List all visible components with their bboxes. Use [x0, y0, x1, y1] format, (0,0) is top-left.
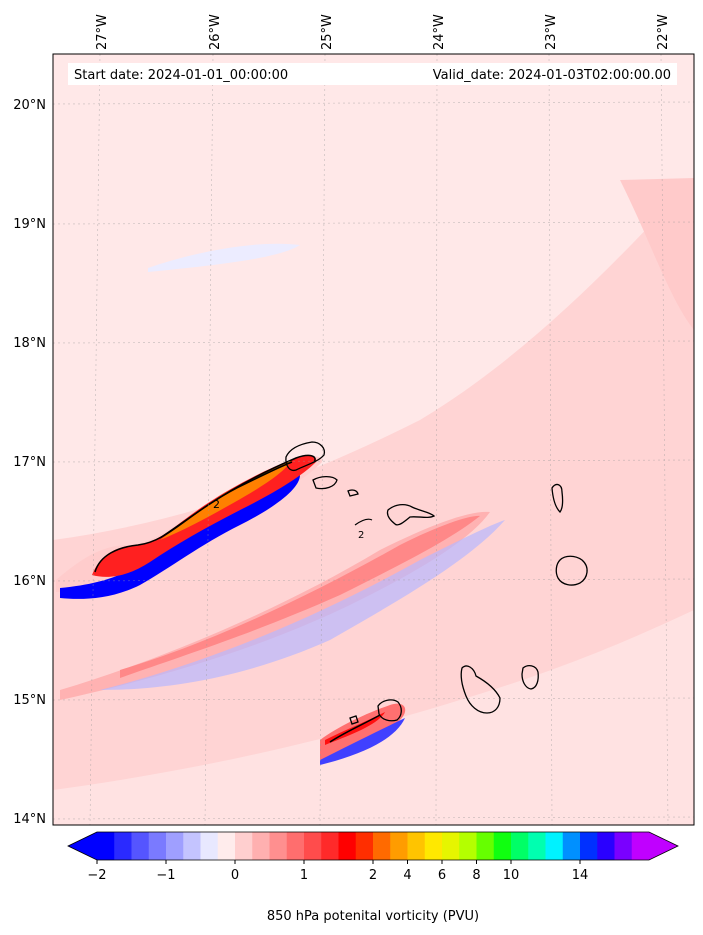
colorbar-swatches — [97, 832, 650, 860]
pv-contour-north-inner — [159, 461, 293, 539]
colorbar-swatch — [200, 832, 219, 860]
colorbar-swatch — [114, 832, 132, 860]
pv-contour-middle — [354, 518, 373, 526]
header-box — [68, 63, 677, 85]
colorbar-swatch — [390, 832, 408, 860]
colorbar-swatch — [321, 832, 339, 860]
pv-negative-patch — [148, 243, 300, 272]
colorbar-swatch — [355, 832, 374, 860]
colorbar-swatch — [373, 832, 391, 860]
santo-antao-island — [285, 441, 326, 472]
brava-island — [349, 715, 359, 725]
lon-label: 22°W — [656, 14, 671, 50]
colorbar-swatch — [511, 832, 529, 860]
colorbar-swatch — [493, 832, 512, 860]
santa-luzia-island — [347, 489, 359, 497]
colorbar-tick-label: −1 — [156, 868, 175, 883]
colorbar-swatch — [407, 832, 426, 860]
colorbar-swatch — [252, 832, 270, 860]
latitude-labels: 20°N 19°N 18°N 17°N 16°N 15°N 14°N — [13, 98, 46, 827]
lat-label: 19°N — [13, 217, 46, 232]
pv-band-south — [53, 610, 694, 825]
colorbar-tick-label: 8 — [472, 868, 480, 883]
santiago-island — [460, 665, 501, 714]
colorbar-swatch — [562, 832, 581, 860]
colorbar-swatch — [424, 832, 443, 860]
plot-frame — [52, 53, 695, 826]
pv-band-south-outer — [320, 703, 406, 760]
colorbar-swatch — [442, 832, 460, 860]
colorbar: −2 −1 0 1 2 4 6 8 10 14 850 hPa potenital vortici… — [67, 831, 679, 924]
sao-nicolau-island — [386, 503, 436, 526]
colorbar-tick-label: 6 — [438, 868, 446, 883]
lon-label: 24°W — [432, 14, 447, 50]
lon-label: 25°W — [320, 14, 335, 50]
gridlines — [53, 54, 694, 825]
pv-negative-north — [60, 475, 300, 599]
lat-label: 17°N — [13, 455, 46, 470]
pv-patch-northeast — [620, 178, 694, 330]
colorbar-swatch — [148, 832, 167, 860]
colorbar-tick-label: 4 — [403, 868, 411, 883]
boa-vista-island — [555, 555, 588, 586]
colorbar-max-extend — [649, 832, 678, 860]
vorticity-field — [53, 54, 694, 825]
colorbar-tick-label: 2 — [369, 868, 377, 883]
colorbar-swatch — [304, 832, 322, 860]
colorbar-swatch — [286, 832, 305, 860]
start-date-label: Start date: 2024-01-01_00:00:00 — [74, 68, 288, 83]
colorbar-swatch — [614, 832, 633, 860]
colorbar-outline — [67, 831, 679, 861]
colorbar-swatch — [476, 832, 495, 860]
sao-vicente-island — [312, 475, 338, 490]
colorbar-swatch — [269, 832, 288, 860]
lat-label: 15°N — [13, 693, 46, 708]
colorbar-tick-label: 1 — [300, 868, 308, 883]
pv-band-middle-core — [120, 515, 480, 678]
colorbar-swatch — [338, 832, 357, 860]
lon-label: 23°W — [544, 14, 559, 50]
colorbar-tick-label: −2 — [87, 868, 106, 883]
fogo-island — [377, 699, 402, 722]
colorbar-swatch — [235, 832, 253, 860]
valid-date-label: Valid_date: 2024-01-03T02:00:00.00 — [433, 68, 671, 83]
lon-label: 27°W — [95, 14, 110, 50]
lon-label: 26°W — [208, 14, 223, 50]
contour-label: 2 — [358, 530, 364, 541]
colorbar-tick-label: 10 — [503, 868, 520, 883]
lat-label: 20°N — [13, 98, 46, 113]
pv-negative-south — [320, 718, 405, 765]
colorbar-tick-label: 14 — [572, 868, 589, 883]
lat-label: 18°N — [13, 336, 46, 351]
colorbar-ticks: −2 −1 0 1 2 4 6 8 10 14 — [87, 860, 588, 883]
colorbar-swatch — [97, 832, 115, 860]
colorbar-swatch — [459, 832, 477, 860]
contour-label: 2 — [213, 498, 220, 511]
lat-label: 14°N — [13, 812, 46, 827]
colorbar-swatch — [631, 832, 650, 860]
colorbar-swatch — [597, 832, 615, 860]
pv-contour-south — [329, 714, 381, 743]
longitude-labels: 27°W 26°W 25°W 24°W 23°W 22°W — [95, 14, 671, 50]
pv-band-north-max — [160, 460, 292, 540]
colorbar-swatch — [580, 832, 598, 860]
sal-island — [551, 483, 564, 513]
colorbar-swatch — [217, 832, 236, 860]
colorbar-min-extend — [68, 832, 97, 860]
coastlines — [285, 441, 588, 725]
maio-island — [521, 665, 539, 690]
colorbar-swatch — [166, 832, 184, 860]
colorbar-swatch — [183, 832, 201, 860]
colorbar-swatch — [545, 832, 564, 860]
colorbar-swatch — [131, 832, 150, 860]
colorbar-swatch — [528, 832, 546, 860]
colorbar-tick-label: 0 — [231, 868, 239, 883]
lat-label: 16°N — [13, 574, 46, 589]
colorbar-label: 850 hPa potenital vorticity (PVU) — [267, 909, 479, 924]
